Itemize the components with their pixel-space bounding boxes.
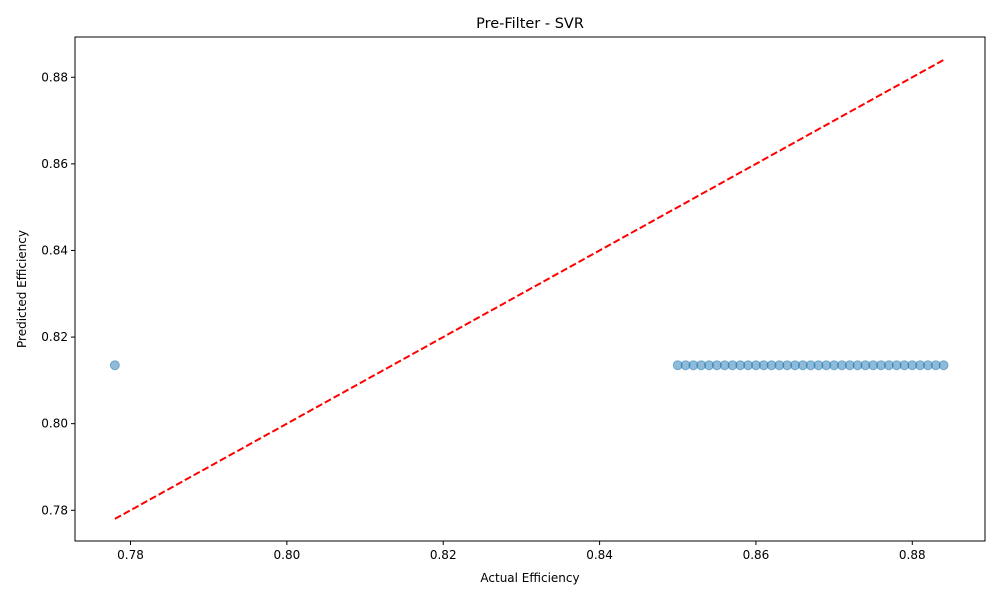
reference-line — [114, 59, 945, 520]
y-axis: 0.78 0.80 0.82 0.84 0.86 0.88 — [41, 70, 75, 517]
data-point — [109, 360, 120, 371]
x-axis-label: Actual Efficiency — [480, 571, 579, 585]
plot-area — [74, 36, 986, 542]
y-tick-label: 0.84 — [41, 243, 68, 257]
plot-frame — [74, 36, 986, 542]
x-tick-label: 0.82 — [430, 548, 457, 562]
y-tick-label: 0.86 — [41, 157, 68, 171]
x-tick-label: 0.86 — [743, 548, 770, 562]
y-tick-label: 0.80 — [41, 417, 68, 431]
x-tick-label: 0.84 — [586, 548, 613, 562]
x-tick-label: 0.78 — [117, 548, 144, 562]
y-tick-label: 0.78 — [41, 503, 68, 517]
y-tick-label: 0.88 — [41, 70, 68, 84]
x-tick-label: 0.88 — [899, 548, 926, 562]
y-axis-label: Predicted Efficiency — [15, 230, 29, 348]
chart-title: Pre-Filter - SVR — [476, 16, 584, 32]
data-point — [938, 360, 949, 371]
x-axis: 0.78 0.80 0.82 0.84 0.86 0.88 — [117, 541, 926, 562]
x-tick-label: 0.80 — [274, 548, 301, 562]
y-tick-label: 0.82 — [41, 330, 68, 344]
